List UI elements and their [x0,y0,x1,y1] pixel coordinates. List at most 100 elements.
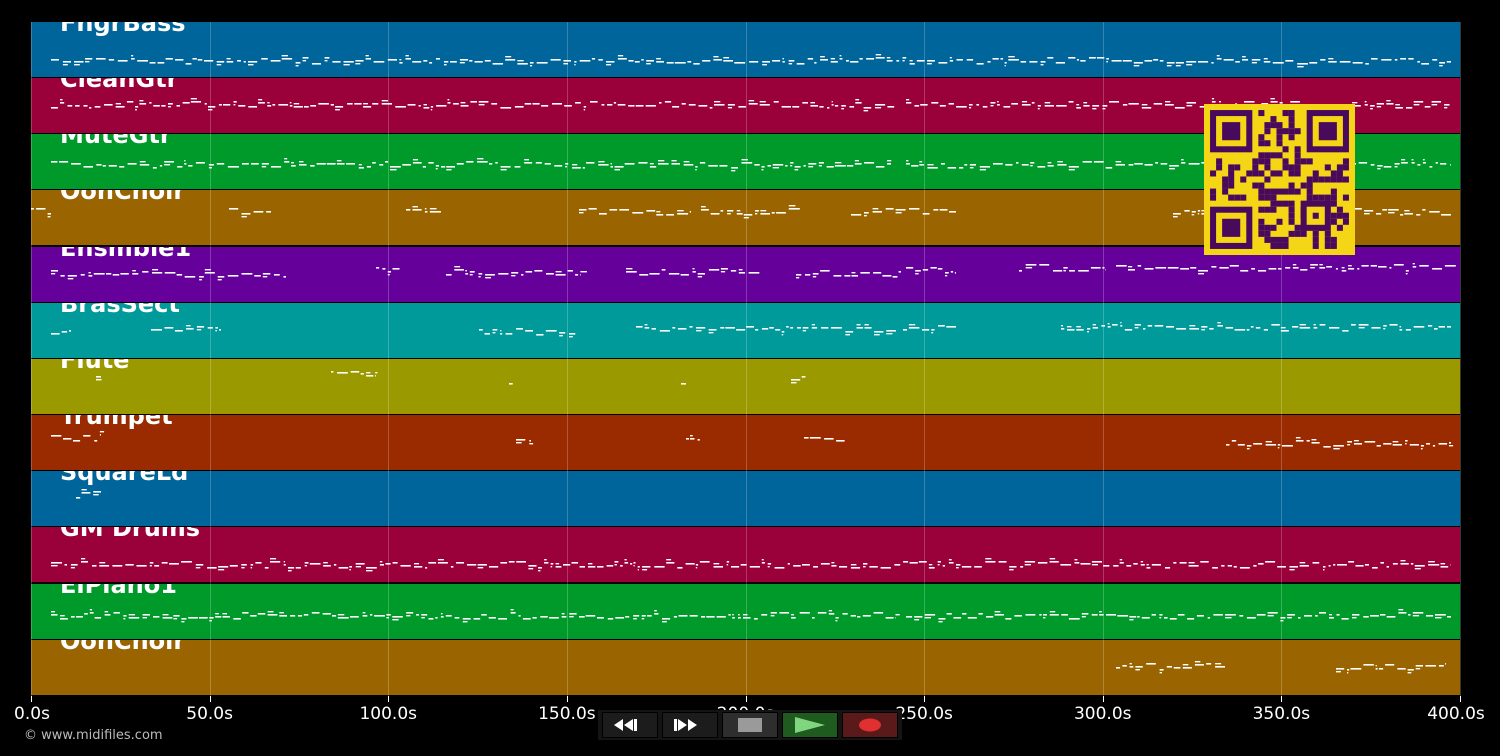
midi-note [624,559,627,561]
play-button[interactable] [782,712,838,738]
record-button[interactable] [842,712,898,738]
midi-note [1068,617,1080,620]
midi-note [429,208,437,210]
midi-note [1333,564,1336,566]
midi-note [1429,211,1440,214]
track-row[interactable]: SquareLd [31,471,1460,528]
midi-note [1354,440,1359,442]
midi-note [873,271,882,274]
midi-note [656,58,661,60]
midi-note [628,60,634,62]
midi-note [760,210,767,212]
midi-note [283,275,286,278]
midi-note [290,614,296,617]
midi-note [1173,216,1178,218]
midi-note [505,56,512,58]
midi-note [517,63,528,65]
midi-note [1057,164,1067,166]
fast-forward-button[interactable] [662,712,718,738]
midi-note [1021,101,1028,103]
midi-note [1134,163,1143,165]
midi-note [1092,323,1096,326]
midi-note [898,270,901,273]
midi-note [1117,614,1129,617]
midi-note [423,104,427,106]
midi-note [762,61,770,63]
midi-note [338,567,349,569]
midi-note [414,563,419,565]
midi-note [51,435,62,437]
midi-note [755,213,758,215]
midi-note [939,105,946,107]
midi-note [215,612,219,614]
midi-note [1212,567,1218,569]
midi-note [1258,269,1267,272]
midi-note [597,566,604,568]
track-row[interactable]: Trumpet [31,415,1460,472]
midi-note [390,169,397,171]
midi-note [59,161,69,163]
midi-note [182,102,190,104]
track-row[interactable]: BrasSect [31,302,1460,359]
midi-note [162,613,169,615]
midi-note [1399,328,1403,331]
midi-note [699,162,706,164]
midi-note [1426,614,1434,617]
midi-note [152,268,159,270]
midi-note [555,273,566,276]
midi-note [51,269,58,272]
midi-note [1144,164,1153,166]
midi-note [683,164,694,166]
midi-note [854,163,862,165]
midi-note [654,609,657,611]
midi-note [835,616,839,619]
midi-note [836,440,845,442]
midi-note [1198,269,1208,272]
track-row[interactable]: OohChoir [31,639,1460,696]
midi-note [1169,617,1177,620]
midi-note [1037,108,1040,110]
midi-note [771,212,775,215]
track-row[interactable]: Flute [31,358,1460,415]
midi-note [1351,323,1356,326]
midi-note [331,370,334,373]
midi-note [76,615,83,618]
midi-note [1133,563,1138,565]
midi-note [677,567,683,569]
midi-note [1056,105,1067,107]
midi-note [218,569,225,571]
track-row[interactable]: ElPiano1 [31,583,1460,640]
tick-mark [1102,696,1104,702]
track-label: BrasSect [60,302,180,318]
midi-note [688,104,696,106]
midi-note [466,161,474,163]
track-row[interactable]: GM Drums [31,527,1460,584]
midi-note [761,166,765,168]
midi-note [324,57,330,59]
track-row[interactable]: Ensmble1 [31,246,1460,303]
midi-note [826,166,834,168]
midi-note [969,107,972,109]
midi-note [365,55,369,57]
midi-note [1352,105,1361,107]
midi-note [51,161,58,163]
midi-note [863,110,869,112]
midi-note [1268,267,1277,270]
rewind-button[interactable] [602,712,658,738]
midi-note [922,268,929,271]
midi-note [796,63,805,65]
midi-note [1129,662,1132,665]
midi-note [1253,443,1263,445]
midi-note [813,566,818,568]
midi-note [209,616,214,619]
track-row[interactable]: FngrBass [31,22,1460,78]
midi-note [1358,326,1365,329]
midi-note [1323,446,1331,448]
midi-note [76,497,81,499]
midi-note [1024,564,1031,566]
midi-note [1044,105,1054,107]
midi-note [788,60,795,62]
midi-note [1380,562,1384,564]
stop-button[interactable] [722,712,778,738]
midi-note [1377,165,1383,167]
